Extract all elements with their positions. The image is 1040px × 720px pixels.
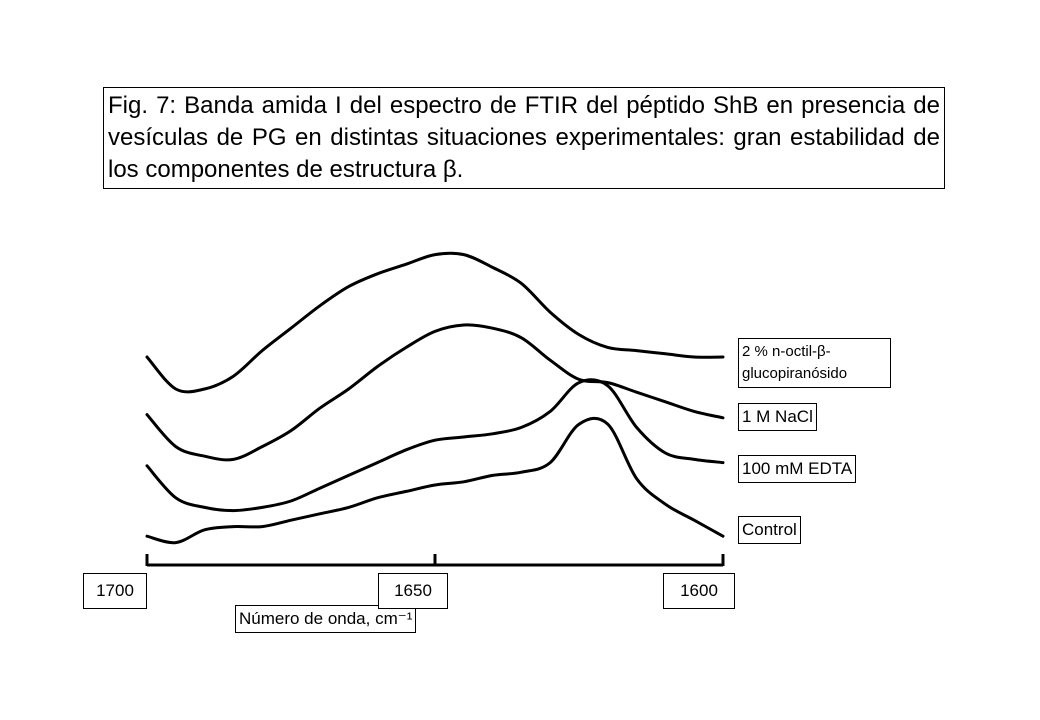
x-tick-label: 1700 xyxy=(83,573,147,609)
legend-label: 2 % n-octil-β-glucopiranósido xyxy=(738,338,891,388)
legend-label: 1 M NaCl xyxy=(738,403,817,431)
chart-title: Fig. 7: Banda amida I del espectro de FT… xyxy=(103,87,945,189)
x-axis-label: Número de onda, cm⁻¹ xyxy=(235,605,417,633)
spectrum-line xyxy=(145,416,725,545)
legend-label: Control xyxy=(738,516,801,544)
spectrum-line xyxy=(145,378,725,513)
x-tick-label: 1650 xyxy=(378,573,448,609)
spectrum-line xyxy=(145,323,725,462)
x-tick-label: 1600 xyxy=(663,573,735,609)
legend-label: 100 mM EDTA xyxy=(738,455,857,483)
spectrum-line xyxy=(145,251,725,394)
